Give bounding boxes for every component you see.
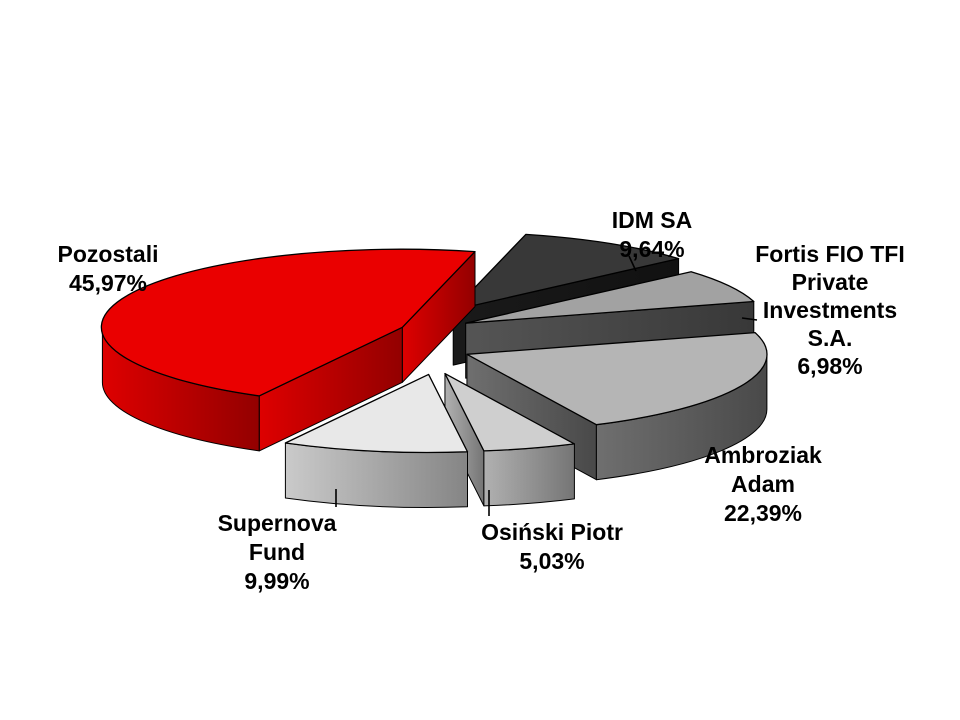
label-line: 45,97% bbox=[68, 270, 147, 296]
label-line: Private bbox=[791, 269, 869, 295]
pie-slice-osi-ski-piotr bbox=[444, 372, 576, 507]
label-line: Fund bbox=[248, 539, 306, 565]
slice-label-pozostali: Pozostali 45,97% bbox=[58, 240, 159, 298]
label-line: Investments bbox=[762, 297, 898, 323]
pie-slice-pozostali bbox=[100, 248, 476, 452]
slice-label-idm-sa: IDM SA 9,64% bbox=[612, 206, 693, 264]
label-line: Fortis FIO TFI bbox=[755, 241, 905, 267]
label-line: 22,39% bbox=[723, 500, 802, 526]
slice-label-fortis: Fortis FIO TFI Private Investments S.A. … bbox=[755, 240, 905, 380]
leader-idm-sa bbox=[628, 255, 637, 272]
label-line: S.A. bbox=[807, 325, 853, 351]
slice-label-supernova: Supernova Fund 9,99% bbox=[218, 509, 337, 596]
slice-label-ambroziak: Ambroziak Adam 22,39% bbox=[704, 441, 822, 528]
label-line: 9,64% bbox=[619, 236, 685, 262]
pie-slice-supernova-fund bbox=[284, 373, 469, 508]
leader-fortis bbox=[741, 317, 758, 321]
label-line: IDM SA bbox=[611, 207, 693, 233]
label-line: 6,98% bbox=[797, 353, 863, 379]
label-line: Supernova bbox=[217, 510, 337, 536]
label-line: Adam bbox=[731, 471, 795, 497]
label-line: Ambroziak bbox=[704, 442, 822, 468]
label-line: Osiński Piotr bbox=[481, 519, 623, 545]
label-line: 9,99% bbox=[244, 568, 310, 594]
slice-label-osinski: Osiński Piotr 5,03% bbox=[481, 518, 623, 576]
label-line: Pozostali bbox=[57, 241, 159, 267]
label-line: 5,03% bbox=[519, 548, 585, 574]
